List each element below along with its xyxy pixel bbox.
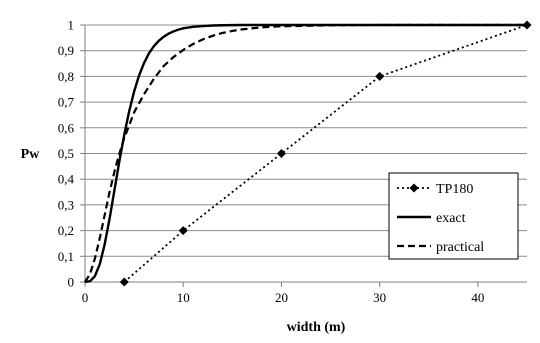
y-tick-label: 0,3 <box>58 197 74 212</box>
y-axis-title: Pw <box>21 147 41 162</box>
legend-label-TP180: TP180 <box>436 182 473 197</box>
series-exact <box>84 23 527 284</box>
x-tick-label: 20 <box>275 290 288 305</box>
legend-label-practical: practical <box>436 240 484 255</box>
data-point-TP180 <box>375 71 385 81</box>
data-point-TP180 <box>119 277 129 287</box>
y-tick-label: 0,4 <box>58 172 75 187</box>
y-tick-label: 0,6 <box>58 120 75 135</box>
x-tick-label: 40 <box>471 290 484 305</box>
legend-items: TP180 exact practical <box>397 182 484 255</box>
series-practical <box>84 23 527 283</box>
data-point-TP180 <box>276 149 286 158</box>
legend: TP180 exact practical <box>388 172 519 260</box>
y-tick-labels: 0 0,1 0,2 0,3 0,4 0,5 0,6 0,7 0,8 0,9 1 <box>58 18 85 290</box>
y-tick-label: 0,7 <box>58 95 75 110</box>
series-line-exact <box>84 23 527 284</box>
y-tick-label: 0,9 <box>58 43 74 58</box>
x-axis-title: width (m) <box>287 320 346 335</box>
series-line-practical <box>84 23 527 283</box>
y-tick-label: 0,2 <box>58 223 74 238</box>
series-group <box>84 20 532 287</box>
y-tick-label: 0,1 <box>58 249 74 264</box>
y-tick-label: 0 <box>68 275 75 290</box>
y-tick-label: 1 <box>68 18 75 33</box>
y-tick-label: 0,5 <box>58 146 74 161</box>
x-tick-label: 10 <box>177 290 190 305</box>
x-tick-label: 30 <box>373 290 386 305</box>
legend-label-exact: exact <box>436 211 466 226</box>
legend-marker-TP180 <box>409 183 419 193</box>
y-tick-label: 0,8 <box>58 69 74 84</box>
x-tick-label: 0 <box>82 290 89 305</box>
x-tick-labels: 0 10 20 30 40 <box>82 282 484 305</box>
data-point-TP180 <box>178 226 188 236</box>
